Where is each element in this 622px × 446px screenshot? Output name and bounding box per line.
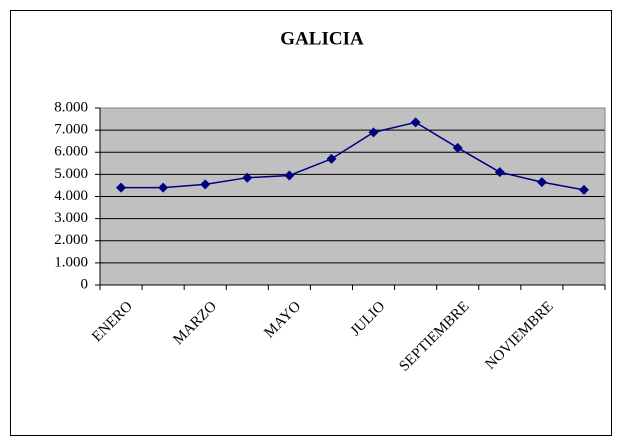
- data-point: [200, 179, 211, 190]
- data-point: [578, 184, 589, 195]
- y-tick-label: 5.000: [54, 166, 88, 182]
- series-line: [121, 121, 585, 191]
- y-tick-label: 4.000: [54, 188, 88, 204]
- y-tick-label: 7.000: [54, 122, 88, 138]
- data-point: [536, 177, 547, 188]
- data-point: [494, 167, 505, 178]
- y-tick-label: 0: [81, 276, 89, 292]
- data-point: [368, 127, 379, 138]
- data-point: [284, 170, 295, 181]
- data-point: [452, 142, 463, 153]
- y-tick-label: 3.000: [54, 210, 88, 226]
- y-tick-label: 8.000: [54, 99, 88, 115]
- data-point: [410, 117, 421, 128]
- data-point: [158, 182, 169, 193]
- data-point: [326, 153, 337, 164]
- y-tick-label: 6.000: [54, 144, 88, 160]
- data-point: [116, 182, 127, 193]
- y-tick-label: 2.000: [54, 232, 88, 248]
- chart-title: GALICIA: [280, 28, 364, 49]
- y-tick-label: 1.000: [54, 254, 88, 270]
- data-point: [242, 172, 253, 183]
